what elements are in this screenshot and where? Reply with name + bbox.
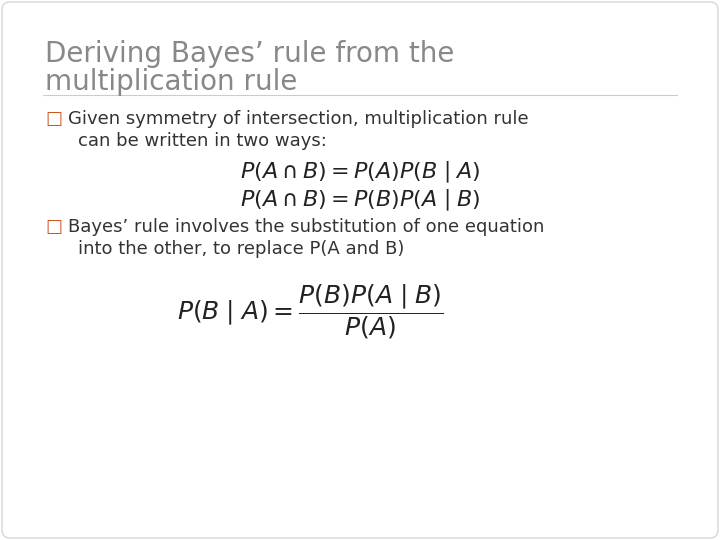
Text: Deriving Bayes’ rule from the: Deriving Bayes’ rule from the [45,40,454,68]
Text: Bayes’ rule involves the substitution of one equation: Bayes’ rule involves the substitution of… [68,218,544,236]
Text: $P(B\mid A) = \dfrac{P(B)P(A\mid B)}{P(A)}$: $P(B\mid A) = \dfrac{P(B)P(A\mid B)}{P(A… [176,282,444,341]
Text: into the other, to replace P(A and B): into the other, to replace P(A and B) [78,240,405,258]
Text: can be written in two ways:: can be written in two ways: [78,132,327,150]
Text: Given symmetry of intersection, multiplication rule: Given symmetry of intersection, multipli… [68,110,528,128]
Text: □: □ [45,110,62,128]
Text: $P(A \cap B) = P(B)P(A\mid B)$: $P(A \cap B) = P(B)P(A\mid B)$ [240,188,480,213]
Text: $P(A \cap B) = P(A)P(B\mid A)$: $P(A \cap B) = P(A)P(B\mid A)$ [240,160,480,185]
Text: □: □ [45,218,62,236]
Text: multiplication rule: multiplication rule [45,68,297,96]
